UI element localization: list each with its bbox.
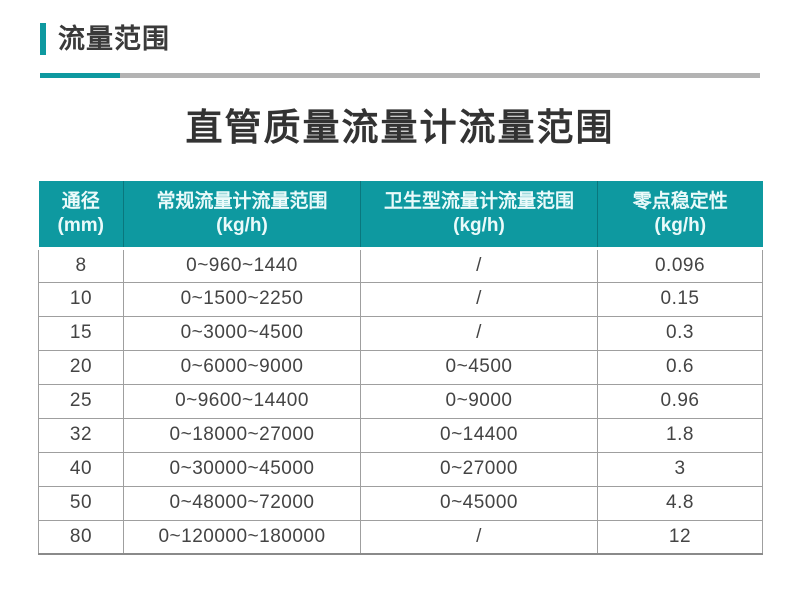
table-cell: 32 — [38, 417, 124, 453]
divider-teal-segment — [40, 73, 120, 78]
table-row: 8 0~960~1440/0.096 — [38, 247, 763, 283]
column-header-4: 零点稳定性 (kg/h) — [597, 181, 763, 250]
table-cell: 25 — [38, 383, 124, 419]
table-cell: 15 — [38, 315, 124, 351]
table-row: 50 0~48000~72000 0~45000 4.8 — [38, 485, 763, 521]
table-row: 32 0~18000~27000 0~14400 1.8 — [38, 417, 763, 453]
table-row: 20 0~6000~9000 0~4500 0.6 — [38, 349, 763, 385]
table-cell: 0~1500~2250 — [123, 281, 361, 317]
table-cell: 40 — [38, 451, 124, 487]
table-cell: / — [360, 281, 598, 317]
accent-bar — [40, 23, 46, 55]
flow-range-table: 通径 (mm) 常规流量计流量范围 (kg/h) 卫生型流量计流量范围 (kg/h) 零点稳… — [38, 181, 763, 555]
table-header: 通径 (mm) 常规流量计流量范围 (kg/h) 卫生型流量计流量范围 (kg/h) 零点稳… — [38, 181, 763, 250]
table-cell: 0~45000 — [360, 485, 598, 521]
table-row: 40 0~30000~45000 0~27000 3 — [38, 451, 763, 487]
table-cell: 0~4500 — [360, 349, 598, 385]
table-cell: 0~960~1440 — [123, 247, 361, 283]
table-cell: 20 — [38, 349, 124, 385]
column-header-2: 常规流量计流量范围 (kg/h) — [123, 181, 361, 250]
section-title: 流量范围 — [58, 24, 170, 54]
table-cell: 0.6 — [597, 349, 763, 385]
section-header: 流量范围 — [40, 22, 800, 56]
table-cell: 0.96 — [597, 383, 763, 419]
table-cell: 0~3000~4500 — [123, 315, 361, 351]
table-cell: 0.3 — [597, 315, 763, 351]
table-cell: / — [360, 315, 598, 351]
table-cell: 4.8 — [597, 485, 763, 521]
table-cell: 0~18000~27000 — [123, 417, 361, 453]
table-row: 15 0~3000~4500/0.3 — [38, 315, 763, 351]
table-row: 25 0~9600~14400 0~9000 0.96 — [38, 383, 763, 419]
table-cell: 0.096 — [597, 247, 763, 283]
page-title: 直管质量流量计流量范围 — [185, 107, 615, 148]
table-cell: 0~30000~45000 — [123, 451, 361, 487]
table-cell: 3 — [597, 451, 763, 487]
column-header-3: 卫生型流量计流量范围 (kg/h) — [360, 181, 598, 250]
table-cell: 1.8 — [597, 417, 763, 453]
table-cell: 0~48000~72000 — [123, 485, 361, 521]
column-header-1: 通径 (mm) — [38, 181, 124, 250]
section-divider — [40, 73, 760, 78]
table-cell: 0~14400 — [360, 417, 598, 453]
table-body: 8 0~960~1440/0.096 10 0~1500~2250/0.15 15 0~3… — [38, 247, 763, 555]
table-header-row: 通径 (mm) 常规流量计流量范围 (kg/h) 卫生型流量计流量范围 (kg/h) 零点稳… — [38, 181, 763, 250]
table-cell: 0~9600~14400 — [123, 383, 361, 419]
table-cell: 0~6000~9000 — [123, 349, 361, 385]
table-cell: 8 — [38, 247, 124, 283]
table-cell: 12 — [597, 519, 763, 555]
table-cell: 10 — [38, 281, 124, 317]
table-cell: / — [360, 247, 598, 283]
table-cell: 0~9000 — [360, 383, 598, 419]
table-cell: 0~27000 — [360, 451, 598, 487]
table-cell: 50 — [38, 485, 124, 521]
table-row: 80 0~120000~180000/12 — [38, 519, 763, 555]
table-cell: / — [360, 519, 598, 555]
page: 流量范围 直管质量流量计流量范围 通径 (mm) 常规流量计流量范围 (kg/h) 卫生… — [0, 22, 800, 606]
table-cell: 0~120000~180000 — [123, 519, 361, 555]
divider-gray-segment — [120, 73, 760, 78]
table-cell: 80 — [38, 519, 124, 555]
table-row: 10 0~1500~2250/0.15 — [38, 281, 763, 317]
table-cell: 0.15 — [597, 281, 763, 317]
